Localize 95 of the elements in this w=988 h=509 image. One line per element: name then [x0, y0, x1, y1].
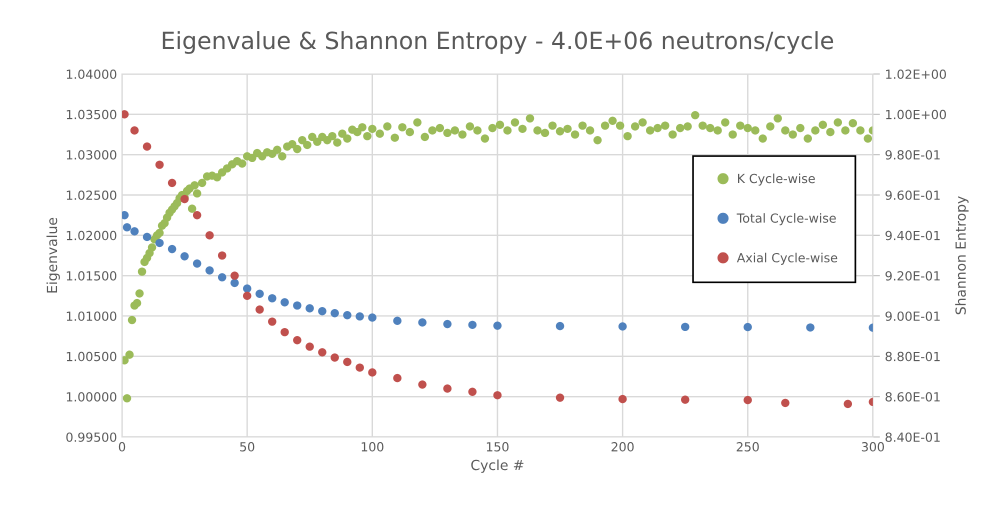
point: [744, 322, 752, 332]
point: [781, 398, 790, 408]
point: [844, 400, 852, 408]
point: [142, 232, 152, 242]
point: [243, 292, 252, 300]
point: [556, 322, 564, 330]
point: [256, 305, 264, 314]
x-tick-label: 50: [240, 442, 254, 452]
point: [468, 388, 477, 396]
point: [443, 320, 452, 328]
y2-tick-label: 9.60E-01: [885, 190, 940, 200]
point: [293, 301, 302, 310]
point: [130, 227, 139, 236]
point: [218, 273, 226, 282]
y2-tick-label: 1.02E+00: [886, 69, 946, 79]
y2-tick-label: 9.20E-01: [885, 271, 940, 281]
y-tick-label: 1.03500: [66, 110, 116, 120]
point: [343, 311, 352, 320]
point: [230, 271, 239, 280]
legend-label: Total Cycle-wise: [736, 213, 836, 226]
point: [168, 244, 176, 254]
y2-tick-label: 9.40E-01: [885, 230, 940, 240]
point: [256, 290, 264, 298]
point: [280, 298, 289, 306]
point: [368, 313, 376, 322]
y2-tick-label: 8.60E-01: [886, 392, 940, 402]
point: [268, 317, 276, 326]
point: [356, 312, 364, 321]
point: [142, 142, 152, 151]
point: [681, 396, 690, 404]
point: [443, 384, 452, 393]
y2-tick-label: 9.00E-01: [885, 311, 940, 321]
y-tick-label: 1.02000: [66, 230, 116, 240]
legend-label: K Cycle-wise: [738, 174, 815, 186]
point: [293, 336, 302, 344]
y2-axis-title: Shannon Entropy: [955, 196, 969, 314]
legend-label: Axial Cycle-wise: [736, 252, 838, 265]
y2-tick-label: 8.80E-01: [886, 352, 940, 362]
x-axis-title: Cycle #: [471, 459, 524, 473]
point: [393, 374, 402, 382]
point: [356, 363, 364, 372]
chart-title: Eigenvalue & Shannon Entropy - 4.0E+06 neutrons/cycle: [162, 31, 834, 54]
y-tick-label: 1.04000: [66, 69, 116, 79]
point: [493, 322, 502, 330]
y2-tick-label: 1.00E+00: [886, 110, 946, 120]
point: [418, 380, 427, 389]
point: [205, 231, 214, 240]
x-tick-label: 250: [736, 442, 759, 452]
point: [806, 323, 814, 332]
point: [205, 266, 214, 275]
point: [180, 252, 189, 260]
point: [306, 304, 314, 312]
point: [168, 178, 176, 188]
point: [218, 251, 226, 260]
point: [368, 368, 376, 377]
x-tick-label: 200: [612, 442, 634, 452]
y2-tick-label: 9.80E-01: [885, 150, 940, 160]
point: [280, 328, 289, 336]
y-tick-label: 1.00000: [66, 392, 116, 402]
point: [681, 322, 690, 332]
point: [192, 210, 202, 220]
point: [618, 394, 627, 404]
y-tick-label: 1.01000: [66, 311, 116, 321]
y2-tick-label: 8.40E-01: [886, 432, 940, 442]
x-tick-label: 150: [486, 442, 509, 452]
y-tick-label: 1.03000: [66, 150, 116, 160]
y-axis-title: Eigenvalue: [46, 218, 60, 292]
point: [393, 316, 402, 325]
x-tick-label: 300: [862, 442, 884, 452]
point: [318, 348, 326, 356]
point: [556, 393, 564, 402]
point: [130, 126, 139, 135]
y-tick-label: 1.01500: [66, 271, 116, 281]
point: [230, 278, 239, 288]
point: [493, 391, 502, 400]
point: [418, 318, 427, 327]
point: [318, 306, 326, 316]
point: [155, 238, 164, 248]
x-tick-label: 100: [362, 442, 384, 452]
point: [122, 223, 132, 232]
y-tick-label: 1.02500: [66, 190, 116, 200]
point: [330, 353, 339, 362]
x-tick-label: 0: [118, 442, 126, 452]
point: [192, 259, 202, 268]
point: [618, 322, 627, 331]
point: [268, 294, 276, 302]
point: [744, 396, 752, 404]
point: [468, 320, 477, 330]
y-tick-label: 1.00500: [66, 352, 116, 362]
point: [243, 284, 252, 293]
point: [306, 342, 314, 351]
point: [330, 308, 339, 318]
y-tick-label: 0.99500: [66, 432, 116, 442]
point: [343, 358, 352, 366]
point: [155, 160, 164, 169]
